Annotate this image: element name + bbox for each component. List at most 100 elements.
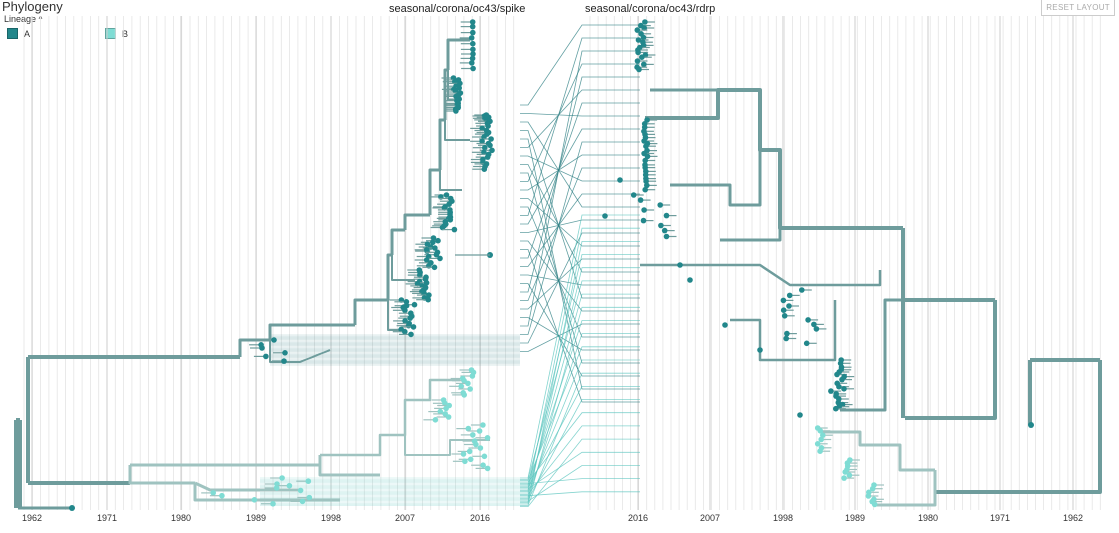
axis-tick-label: 1989 [845, 513, 865, 523]
tangle-link [520, 155, 640, 182]
tip-marker [602, 213, 608, 219]
axis-tick-label: 1971 [990, 513, 1010, 523]
tip-marker [865, 493, 872, 499]
tangle-link [520, 249, 640, 403]
tip-marker [786, 292, 793, 299]
panel-title: Phylogeny [2, 0, 63, 14]
tip-marker [437, 408, 444, 415]
tip-marker [480, 422, 486, 428]
tip-marker [640, 34, 647, 41]
tangle-link [520, 102, 640, 259]
tip-marker [640, 217, 647, 224]
axis-tick-label: 2016 [470, 513, 490, 523]
tree-branch [438, 118, 445, 170]
tip-marker [281, 358, 287, 364]
tangle-link [520, 425, 640, 495]
tip-marker [439, 224, 446, 231]
tree-branch [353, 298, 388, 325]
tip-marker [1028, 422, 1034, 428]
tangle-link [520, 214, 640, 479]
axis-tick-label: 2007 [700, 513, 720, 523]
tangle-link [520, 37, 640, 216]
tip-marker [435, 237, 441, 244]
tip-marker [469, 19, 476, 25]
tip-marker [644, 182, 650, 189]
tip-marker [780, 307, 787, 314]
tip-marker [430, 239, 436, 246]
tip-marker [273, 485, 280, 491]
reset-layout-button[interactable]: RESET LAYOUT [1041, 0, 1115, 16]
tangle-link [520, 267, 640, 498]
tangle-link [520, 63, 640, 182]
tip-marker [423, 257, 430, 263]
tangle-link [520, 399, 640, 501]
tip-marker [635, 49, 641, 56]
tip-marker [402, 318, 408, 324]
tip-marker [828, 388, 834, 394]
tip-marker [643, 178, 649, 184]
tree-branch [404, 435, 490, 456]
right-tree-title: seasonal/corona/oc43/rdrp [585, 3, 716, 15]
tip-marker [677, 262, 683, 268]
tip-marker [443, 192, 450, 198]
tip-marker [846, 472, 853, 479]
tip-marker [781, 313, 788, 319]
tangle-link [520, 130, 640, 299]
tip-marker [433, 251, 440, 258]
tip-marker [642, 186, 648, 193]
tip-marker [658, 222, 664, 229]
legend-item-a[interactable]: A [7, 28, 30, 39]
tip-marker [797, 412, 803, 418]
tangle-link [520, 121, 640, 208]
tree-branch [428, 168, 440, 215]
left-time-axis: 1962 1971 1980 1989 1998 2007 2016 [22, 513, 490, 523]
tip-marker [871, 501, 878, 508]
tangle-link [520, 138, 640, 390]
tip-marker [803, 340, 810, 347]
axis-tick-label: 1989 [246, 513, 266, 523]
tip-marker [635, 37, 642, 43]
axis-tick-label: 1980 [171, 513, 191, 523]
tip-marker [447, 217, 454, 223]
tip-marker [305, 478, 312, 485]
tip-marker [637, 197, 644, 203]
tangle-link [520, 76, 640, 293]
tip-marker [466, 448, 473, 455]
tip-marker [783, 335, 789, 342]
tip-marker [489, 147, 495, 154]
tangle-link [520, 24, 640, 106]
tangle-link [520, 219, 640, 233]
left-tree [14, 19, 495, 511]
tangle-link [520, 258, 640, 310]
tangle-link [520, 198, 640, 247]
tree-branch [14, 418, 22, 508]
tangle-link [520, 451, 640, 490]
tip-marker [485, 123, 491, 129]
tip-marker [663, 212, 670, 219]
tip-marker [470, 40, 476, 47]
tip-marker [469, 60, 475, 66]
tip-marker [417, 272, 423, 278]
tip-marker [426, 292, 432, 298]
tree-branch [935, 360, 1102, 494]
tip-marker [270, 501, 276, 507]
tip-marker [425, 296, 432, 303]
tangle-link [520, 306, 640, 505]
tip-marker [722, 322, 728, 328]
tip-marker [432, 245, 438, 251]
tangle-link [520, 333, 640, 499]
tip-marker [467, 456, 474, 463]
tip-marker [833, 405, 839, 412]
tip-marker [484, 435, 491, 441]
tangle-link [520, 240, 640, 312]
tip-marker [279, 475, 285, 481]
tip-marker [470, 432, 476, 438]
tip-marker [661, 227, 668, 234]
tip-marker [836, 383, 842, 390]
tangle-link [520, 193, 640, 267]
right-tree [602, 19, 1102, 508]
tip-marker [446, 201, 452, 207]
tip-marker [757, 347, 763, 353]
tip-marker [642, 157, 648, 164]
